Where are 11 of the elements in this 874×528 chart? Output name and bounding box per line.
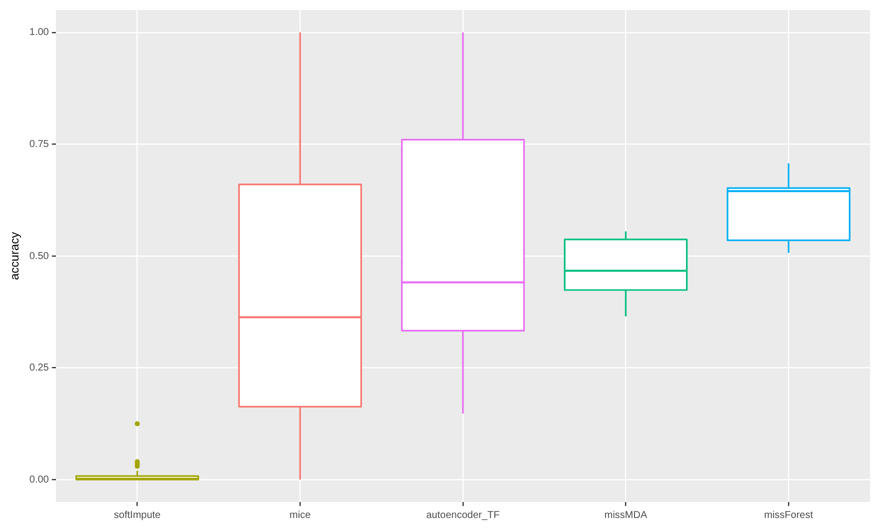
y-tick-label: 0.25 (29, 362, 50, 374)
x-tick-label: softImpute (114, 510, 162, 521)
y-tick-label: 0.50 (29, 250, 50, 262)
x-tick-label: autoencoder_TF (426, 510, 500, 521)
x-tick-label: mice (290, 510, 312, 521)
y-tick-label: 0.00 (29, 474, 50, 486)
y-tick-label: 0.75 (29, 138, 50, 150)
x-tick-label: missForest (764, 510, 814, 521)
y-axis-title: accuracy (8, 232, 22, 280)
y-tick-label: 1.00 (29, 27, 50, 38)
x-tick-label: missMDA (604, 510, 648, 521)
